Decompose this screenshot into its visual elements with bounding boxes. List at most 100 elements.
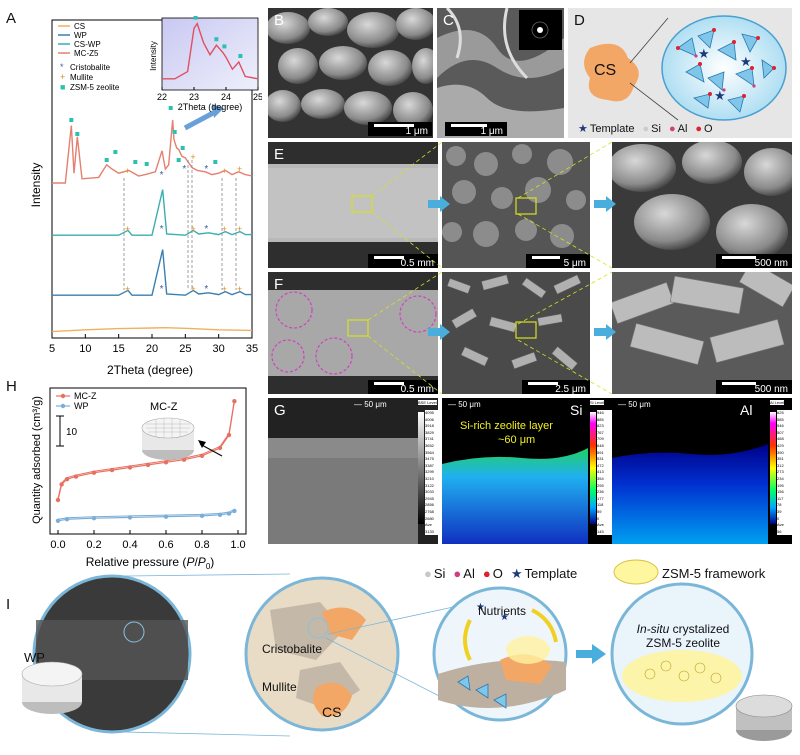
- chart-h-scalebar-label: 10: [66, 427, 78, 438]
- chart-a-ylabel: Intensity: [29, 163, 43, 208]
- mc-z-monolith-image: [141, 417, 195, 460]
- mullite-label: Mullite: [262, 680, 297, 694]
- mullite-marker: +: [190, 152, 195, 162]
- data-point: [59, 482, 64, 487]
- inset-arrow: [183, 109, 217, 131]
- colorbar-value: 625: [777, 410, 784, 415]
- panel-d-cs-label: CS: [594, 62, 617, 79]
- data-point: [163, 514, 169, 519]
- svg-text:★: ★: [476, 602, 485, 613]
- inset-ylabel: Intensity: [149, 41, 158, 71]
- legend-label: CS: [74, 22, 85, 31]
- inset-zsm5-marker: [222, 44, 227, 49]
- zsm5-marker: [180, 146, 185, 150]
- cristobalite-marker: *: [160, 170, 164, 181]
- colorbar-value: 585: [777, 416, 784, 422]
- colorbar-value: 354: [597, 475, 604, 481]
- marker-legend-symbol: *: [60, 62, 64, 72]
- marker-legend-label: Cristobalite: [70, 63, 111, 72]
- data-point: [64, 517, 70, 522]
- data-point: [217, 512, 223, 518]
- panel-c-scalebar: 1 μm: [445, 122, 507, 137]
- data-point: [64, 477, 70, 482]
- colorbar-value: 177: [597, 495, 604, 501]
- zsm5-marker: [133, 160, 138, 164]
- zsm5-marker: [69, 118, 74, 122]
- chart-h-xtick-label: 0.8: [194, 539, 209, 551]
- colorbar-average: Ave: [597, 522, 604, 528]
- panel-g-label: G: [274, 402, 286, 419]
- zsm5-marker: [113, 150, 118, 154]
- marker-legend-label: Mullite: [70, 73, 94, 82]
- series-cs: [51, 326, 253, 333]
- cristobalite-marker: *: [160, 224, 164, 235]
- inset-xtick-label: 22: [157, 92, 167, 102]
- mullite-marker: +: [125, 224, 130, 234]
- inset-pointer: [199, 443, 223, 457]
- colorbar-value: 0: [597, 515, 600, 521]
- colorbar-value: 3299: [425, 469, 434, 475]
- colorbar-value: 390: [777, 449, 784, 455]
- legend-label: Al: [677, 123, 688, 135]
- colorbar-value: 2768: [425, 508, 434, 514]
- wp-label: WP: [24, 650, 45, 665]
- panel-d-schematic: ★ ★ ★ D CS ★ Template ● Si ● Al ● O: [568, 8, 792, 138]
- legend-label: Al: [463, 566, 475, 581]
- panel-b-scalebar: 1 μm: [368, 122, 432, 137]
- panel-g-si-map: — 50 μm Si Si-rich zeolite layer ~60 μm …: [442, 398, 612, 544]
- legend-symbol: ●: [668, 123, 676, 135]
- colorbar-value: 472: [597, 462, 604, 468]
- colorbar-value: 591: [597, 449, 604, 455]
- legend-label: Template: [589, 123, 635, 135]
- colorbar-value: 236: [597, 489, 604, 495]
- data-point: [109, 467, 115, 473]
- mullite-marker: +: [237, 224, 242, 234]
- si-colorbar-values: 946 885 823 767 709 648 591 531 472 413 354 295 236 1…: [597, 410, 612, 536]
- data-point: [127, 515, 133, 520]
- nutrients-label: Nutrients: [478, 604, 527, 618]
- chart-a-xtick-label: 20: [146, 343, 158, 355]
- legend-label: O: [704, 123, 713, 135]
- cristobalite-marker: *: [204, 164, 208, 175]
- data-point: [199, 513, 205, 519]
- legend-marker: [60, 403, 66, 409]
- colorbar-value: 946: [597, 410, 604, 415]
- panel-h-label: H: [6, 378, 17, 395]
- panel-g-scale-3: — 50 μm: [618, 400, 651, 409]
- chart-h-xtick-label: 0.4: [122, 539, 137, 551]
- colorbar-value: 3210: [425, 475, 434, 481]
- marker-legend-symbol: +: [60, 72, 65, 82]
- bse-level-label: BSE Level: [418, 400, 437, 405]
- svg-text:★: ★: [714, 88, 726, 103]
- mullite-marker: +: [190, 284, 195, 294]
- si-rich-annotation-thickness: ~60 μm: [498, 434, 536, 446]
- data-point: [226, 511, 232, 516]
- legend-label: WP: [74, 401, 89, 411]
- colorbar-value: 3741: [425, 436, 434, 442]
- panel-e-scalebar-1: 0.5 mm: [368, 254, 438, 268]
- colorbar-value: 3829: [425, 429, 434, 435]
- panel-f-label: F: [274, 276, 284, 293]
- mullite-marker: +: [222, 224, 227, 234]
- bse-colorbar-values: 4095 4006 3918 3829 3741 3652 3564 3475 3387 3299…: [425, 410, 438, 536]
- data-point: [199, 453, 205, 458]
- zsm5-marker: [172, 130, 177, 134]
- panel-e-sem-low: E 0.5 mm: [268, 142, 438, 268]
- panel-i-schematic: ★★: [21, 559, 793, 741]
- colorbar-value: 295: [597, 482, 604, 488]
- legend-label: WP: [74, 31, 87, 40]
- cristobalite-marker: *: [160, 284, 164, 295]
- legend-label: CS-WP: [74, 40, 101, 49]
- series-mc-z5: [52, 119, 253, 184]
- inset-zsm5-marker: [238, 54, 243, 58]
- chart-a-xtick-label: 15: [113, 343, 125, 355]
- al-level-label: Al Level: [770, 400, 785, 405]
- colorbar-value: 273: [777, 469, 784, 475]
- si-level-label: Si Level: [590, 400, 605, 405]
- legend-symbol: ●: [453, 566, 462, 581]
- colorbar-value: 3652: [425, 442, 434, 448]
- panel-a-xrd-chart: 5 10 15 20 25 30 35 *******++++++++++++ 2Theta…: [29, 19, 258, 377]
- panel-h-isotherm-chart: 0.0 0.2 0.4 0.6 0.8 1.0 MC-ZWP Quantity adsor…: [31, 387, 247, 571]
- inset-xtick-label: 24: [221, 92, 231, 102]
